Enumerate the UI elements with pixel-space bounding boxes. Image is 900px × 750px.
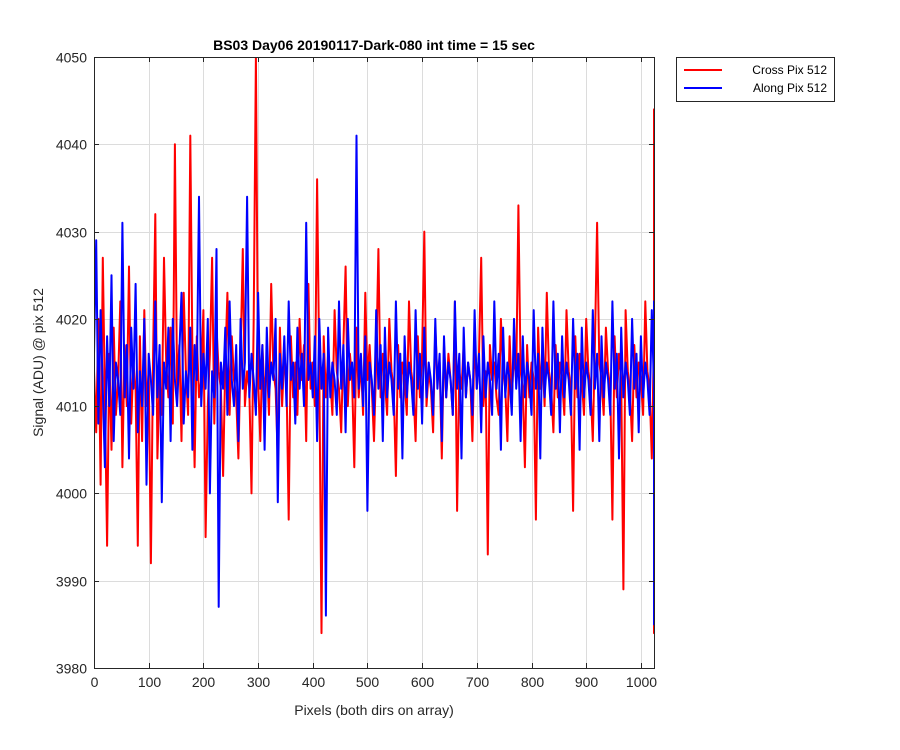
x-tick-label: 300	[247, 674, 271, 690]
axis-ticks: 0 100 200 300 400 500 600 700 800 900 1000 3980 3990…	[56, 50, 657, 691]
legend-entry-label: Cross Pix 512	[752, 63, 827, 77]
x-tick-label: 1000	[626, 674, 657, 690]
x-axis-label: Pixels (both dirs on array)	[294, 702, 454, 718]
y-tick-label: 3980	[56, 661, 87, 677]
legend-box	[676, 57, 835, 102]
y-tick-label: 4030	[56, 225, 87, 241]
x-tick-label: 100	[138, 674, 162, 690]
legend-entry-label: Along Pix 512	[753, 81, 827, 95]
x-tick-label: 400	[302, 674, 326, 690]
x-tick-label: 500	[356, 674, 380, 690]
y-tick-label: 4050	[56, 50, 87, 66]
x-tick-label: 900	[575, 674, 599, 690]
y-tick-label: 4020	[56, 312, 87, 328]
x-tick-label: 600	[411, 674, 435, 690]
plot-frame	[94, 57, 655, 669]
x-tick-label: 700	[466, 674, 490, 690]
x-tick-label: 0	[91, 674, 99, 690]
y-tick-label: 3990	[56, 574, 87, 590]
x-tick-label: 200	[192, 674, 216, 690]
y-axis-label: Signal (ADU) @ pix 512	[30, 288, 46, 437]
chart-title: BS03 Day06 20190117-Dark-080 int time = …	[213, 37, 535, 53]
y-tick-label: 4010	[56, 399, 87, 415]
y-tick-label: 4040	[56, 137, 87, 153]
y-tick-label: 4000	[56, 486, 87, 502]
series-layer	[94, 57, 654, 635]
series-line-along-pix	[94, 134, 654, 626]
legend: Cross Pix 512 Along Pix 512	[676, 57, 835, 102]
x-tick-label: 800	[521, 674, 545, 690]
